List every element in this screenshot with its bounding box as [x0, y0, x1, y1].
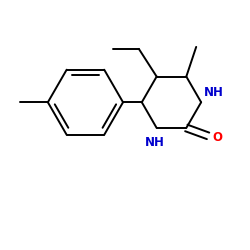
Text: O: O — [212, 131, 222, 144]
Text: NH: NH — [204, 86, 224, 99]
Text: NH: NH — [145, 136, 165, 149]
